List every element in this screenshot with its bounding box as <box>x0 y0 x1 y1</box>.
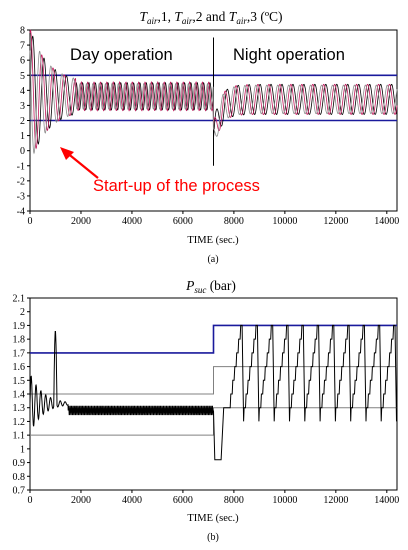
chart-a-ytick-label: -2 <box>17 176 25 187</box>
chart-b-ytick-label: 0.9 <box>13 458 26 469</box>
chart-b-ytick-label: 1.6 <box>13 362 26 373</box>
chart-a-ytick-label: 1 <box>20 131 25 142</box>
chart-a-xtick-label: 4000 <box>122 216 142 227</box>
chart-a-ytick-label: 0 <box>20 146 25 157</box>
chart-b-ytick-label: 1.2 <box>13 417 26 428</box>
chart-b-caption: (b) <box>207 532 219 543</box>
chart-b-ytick-label: 1 <box>20 444 25 455</box>
night-operation-label: Night operation <box>233 46 345 64</box>
chart-a-ytick-label: -1 <box>17 161 25 172</box>
chart-a-ytick-label: 8 <box>20 26 25 37</box>
chart-a-ytick-label: 4 <box>20 86 25 97</box>
chart-b-ytick-label: 1.5 <box>13 376 26 387</box>
chart-a-ytick-label: 6 <box>20 56 25 67</box>
chart-a-ytick-label: -3 <box>17 191 25 202</box>
chart-b-ytick-label: 2.1 <box>13 294 26 305</box>
chart-a: Tair,1, Tair,2 and Tair,3 (ºC) -4 -3 -2 -1 0… <box>17 9 400 265</box>
chart-a-xlabel: TIME (sec.) <box>187 235 239 246</box>
chart-a-xtick-label: 0 <box>28 216 33 227</box>
chart-a-xtick-label: 14000 <box>374 216 399 227</box>
chart-b-xlabel: TIME (sec.) <box>187 513 239 524</box>
chart-b-ytick-label: 0.7 <box>13 486 26 497</box>
chart-b-xtick-label: 6000 <box>173 495 193 506</box>
chart-a-xtick-label: 12000 <box>323 216 348 227</box>
chart-b-ytick-label: 1.3 <box>13 403 26 414</box>
chart-b-band-line <box>30 366 397 395</box>
chart-b-xtick-label: 8000 <box>224 495 244 506</box>
startup-annotation: Start-up of the process <box>93 177 260 195</box>
chart-a-ytick-label: 2 <box>20 116 25 127</box>
chart-a-ytick-label: 3 <box>20 101 25 112</box>
chart-b-title: Psuc (bar) <box>185 278 236 295</box>
chart-b-plot-area: 0.7 0.8 0.9 1 1.1 1.2 1.3 1.4 1.5 1.6 1.7 1.8 1.9 2 2.… <box>13 294 400 507</box>
chart-a-plot-area: -4 -3 -2 -1 0 1 2 3 4 5 6 7 8 0 2000 4000 6000 8000 10000 1… <box>17 26 400 228</box>
chart-b-setpoint-line <box>30 324 397 354</box>
chart-a-ytick-label: 7 <box>20 41 25 52</box>
chart-a-caption: (a) <box>207 254 218 265</box>
startup-arrow-head <box>60 147 74 160</box>
chart-a-ytick-label: 5 <box>20 71 25 82</box>
day-operation-label: Day operation <box>70 46 173 64</box>
chart-a-series-line-3 <box>29 50 398 155</box>
chart-b-xtick-label: 4000 <box>122 495 142 506</box>
chart-a-xtick-label: 8000 <box>224 216 244 227</box>
chart-b-ytick-label: 1.7 <box>13 348 26 359</box>
chart-b-ytick-label: 2 <box>20 307 25 318</box>
chart-b-ytick-label: 1.8 <box>13 335 26 346</box>
chart-b-ytick-label: 1.9 <box>13 321 26 332</box>
startup-arrow-line <box>65 151 99 179</box>
chart-a-ytick-label: -4 <box>17 207 25 218</box>
chart-a-title: Tair,1, Tair,2 and Tair,3 (ºC) <box>139 9 282 26</box>
chart-b-ytick-label: 0.8 <box>13 472 26 483</box>
chart-b-xtick-label: 12000 <box>323 495 348 506</box>
chart-b-xtick-label: 10000 <box>272 495 297 506</box>
chart-b-ytick-label: 1.4 <box>13 390 26 401</box>
chart-b-series-line <box>29 324 397 461</box>
chart-b-xtick-label: 2000 <box>71 495 91 506</box>
chart-a-xtick-label: 6000 <box>173 216 193 227</box>
chart-a-xtick-label: 2000 <box>71 216 91 227</box>
chart-b-xtick-label: 14000 <box>374 495 399 506</box>
chart-b-xtick-label: 0 <box>28 495 33 506</box>
chart-a-xtick-label: 10000 <box>272 216 297 227</box>
chart-b-ytick-label: 1.1 <box>13 431 26 442</box>
chart-b: Psuc (bar) 0.7 0.8 0.9 1 1.1 1.2 1.3 1.4 1.5 1.6 1… <box>13 278 400 543</box>
